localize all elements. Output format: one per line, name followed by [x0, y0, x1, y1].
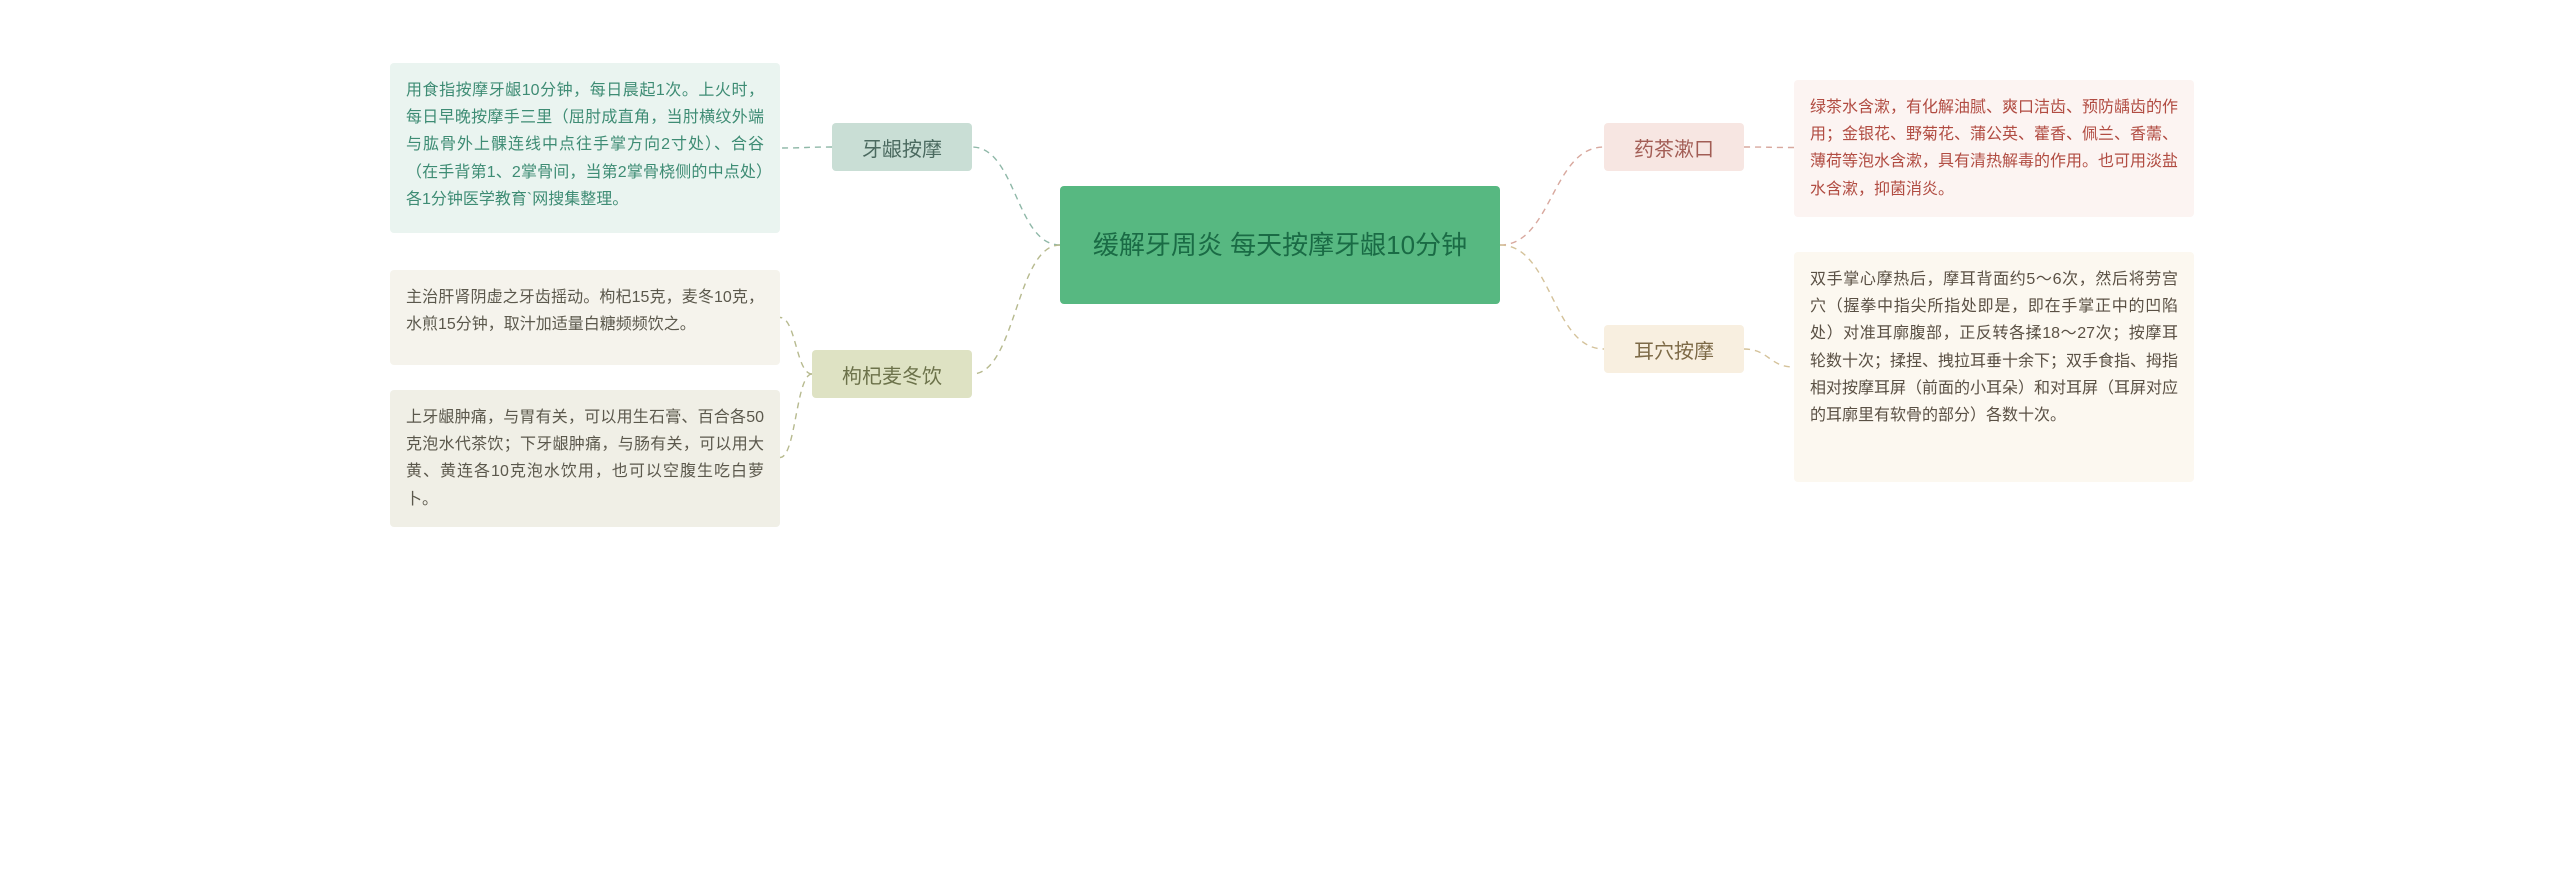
branch-b4: 耳穴按摩 — [1604, 325, 1744, 373]
leaf-b3-0: 绿茶水含漱，有化解油腻、爽口洁齿、预防龋齿的作用；金银花、野菊花、蒲公英、藿香、… — [1794, 80, 2194, 217]
leaf-b2-0: 主治肝肾阴虚之牙齿摇动。枸杞15克，麦冬10克，水煎15分钟，取汁加适量白糖频频… — [390, 270, 780, 365]
branch-b1: 牙龈按摩 — [832, 123, 972, 171]
leaf-b2-1: 上牙龈肿痛，与胃有关，可以用生石膏、百合各50克泡水代茶饮；下牙龈肿痛，与肠有关… — [390, 390, 780, 527]
leaf-b1-0: 用食指按摩牙龈10分钟，每日晨起1次。上火时，每日早晚按摩手三里（屈肘成直角，当… — [390, 63, 780, 233]
branch-b3: 药茶漱口 — [1604, 123, 1744, 171]
leaf-b4-0: 双手掌心摩热后，摩耳背面约5～6次，然后将劳宫穴（握拳中指尖所指处即是，即在手掌… — [1794, 252, 2194, 482]
center-topic: 缓解牙周炎 每天按摩牙龈10分钟 — [1060, 186, 1500, 304]
branch-b2: 枸杞麦冬饮 — [812, 350, 972, 398]
